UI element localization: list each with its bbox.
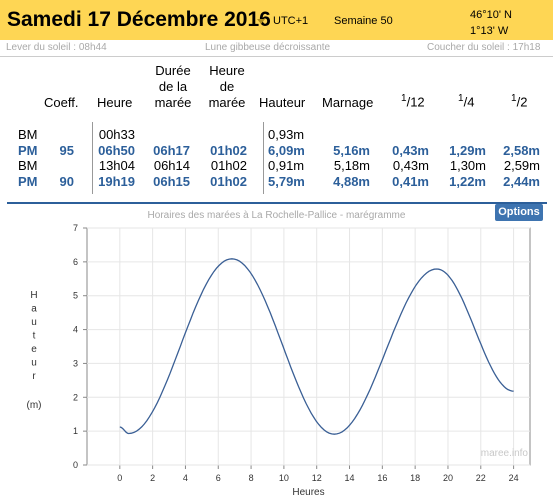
y-tick-label: 2: [73, 392, 78, 402]
cell-coeff: 95: [59, 142, 74, 158]
col-header-heure: Heure: [97, 95, 133, 110]
cell-duree: 06h14: [153, 158, 190, 173]
x-tick-label: 6: [216, 473, 221, 483]
cell-f2: 2,59m: [503, 158, 540, 173]
cell-f2: 2,58m: [503, 142, 540, 158]
y-tick-label: 5: [73, 291, 78, 301]
cell-hauteur: 0,91m: [268, 158, 305, 173]
chart-title: Horaires des marées à La Rochelle-Pallic…: [147, 210, 406, 221]
cell-hauteur: 5,79m: [268, 173, 305, 189]
sunrise-label: Lever du soleil : 08h44: [6, 42, 107, 53]
col-header-marnage: Marnage: [322, 95, 374, 110]
twelfth-denominator: 12: [410, 94, 425, 110]
cell-type: PM: [18, 173, 38, 189]
cell-coeff: 90: [59, 173, 74, 189]
watermark: maree.info: [481, 448, 529, 459]
latitude-label: 46°10' N: [470, 9, 512, 21]
col-header-half: 1/2: [511, 93, 528, 110]
y-tick-label: 4: [73, 325, 78, 335]
divider: [7, 202, 547, 204]
cell-type: BM: [18, 127, 38, 142]
x-tick-label: 4: [183, 473, 188, 483]
col-header-hauteur: Hauteur: [259, 95, 306, 110]
cell-type: PM: [18, 142, 38, 158]
y-tick-label: 7: [73, 223, 78, 233]
x-tick-label: 8: [249, 473, 254, 483]
x-axis-label: Heures: [292, 487, 324, 498]
sun-info-bar: Lever du soleil : 08h44 Lune gibbeuse dé…: [0, 41, 553, 55]
sunset-label: Coucher du soleil : 17h18: [427, 42, 541, 53]
quarter-denominator: 4: [467, 94, 475, 110]
cell-hauteur: 6,09m: [268, 142, 305, 158]
cell-duree: 06h15: [153, 173, 190, 189]
x-tick-label: 12: [312, 473, 322, 483]
cell-duree: 06h17: [153, 142, 190, 158]
date-selector[interactable]: Samedi 17 Décembre 2016: [7, 8, 271, 31]
cell-f12: 0,43m: [392, 142, 429, 158]
cell-f12: 0,41m: [392, 173, 429, 189]
x-tick-label: 14: [345, 473, 355, 483]
divider: [0, 56, 553, 57]
cell-heure: 13h04: [98, 158, 135, 173]
column-divider: [92, 122, 93, 194]
col-header-coeff: Coeff.: [44, 95, 79, 110]
chevron-down-icon[interactable]: [257, 19, 265, 24]
timezone-label: UTC+1: [273, 15, 309, 27]
column-divider: [263, 122, 264, 194]
col-header-heure-maree: Heure de marée: [208, 63, 246, 110]
moon-phase-label: Lune gibbeuse décroissante: [205, 42, 331, 53]
cell-f12: 0,43m: [392, 158, 429, 173]
cell-marnage: 5,16m: [333, 142, 370, 158]
y-tick-label: 6: [73, 257, 78, 267]
cell-f4: 1,22m: [449, 173, 486, 189]
cell-type: BM: [18, 158, 38, 173]
header-bar: Samedi 17 Décembre 2016 UTC+1 Semaine 50…: [0, 0, 553, 40]
week-label: Semaine 50: [334, 15, 393, 27]
y-axis-unit: (m): [27, 400, 42, 411]
y-tick-label: 1: [73, 426, 78, 436]
longitude-label: 1°13' W: [470, 25, 509, 37]
y-tick-label: 0: [73, 460, 78, 470]
x-tick-label: 18: [410, 473, 420, 483]
cell-heure-maree: 01h02: [210, 173, 247, 189]
cell-f4: 1,30m: [449, 158, 486, 173]
cell-f4: 1,29m: [449, 142, 486, 158]
half-denominator: 2: [520, 94, 528, 110]
cell-heure-maree: 01h02: [210, 158, 247, 173]
x-tick-label: 10: [279, 473, 289, 483]
cell-heure: 19h19: [98, 173, 135, 189]
col-header-duree: Durée de la marée: [154, 63, 192, 110]
x-tick-label: 20: [443, 473, 453, 483]
x-tick-label: 0: [117, 473, 122, 483]
col-header-twelfth: 1/12: [401, 93, 425, 110]
cell-hauteur: 0,93m: [268, 127, 305, 142]
x-tick-label: 16: [377, 473, 387, 483]
cell-heure: 06h50: [98, 142, 135, 158]
x-tick-label: 24: [509, 473, 519, 483]
plot-frame: [86, 227, 531, 466]
tide-curve: [119, 258, 514, 435]
cell-marnage: 5,18m: [333, 158, 370, 173]
col-header-quarter: 1/4: [458, 93, 475, 110]
x-tick-label: 2: [150, 473, 155, 483]
cell-marnage: 4,88m: [333, 173, 370, 189]
x-tick-label: 22: [476, 473, 486, 483]
cell-heure-maree: 01h02: [210, 142, 247, 158]
y-tick-label: 3: [73, 358, 78, 368]
cell-heure: 00h33: [98, 127, 135, 142]
cell-f2: 2,44m: [503, 173, 540, 189]
options-button[interactable]: Options: [495, 204, 543, 221]
